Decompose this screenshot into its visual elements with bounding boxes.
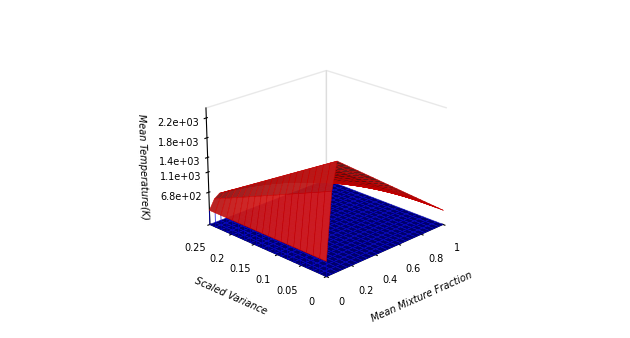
Y-axis label: Scaled Variance: Scaled Variance bbox=[193, 276, 269, 317]
X-axis label: Mean Mixture Fraction: Mean Mixture Fraction bbox=[370, 270, 474, 323]
